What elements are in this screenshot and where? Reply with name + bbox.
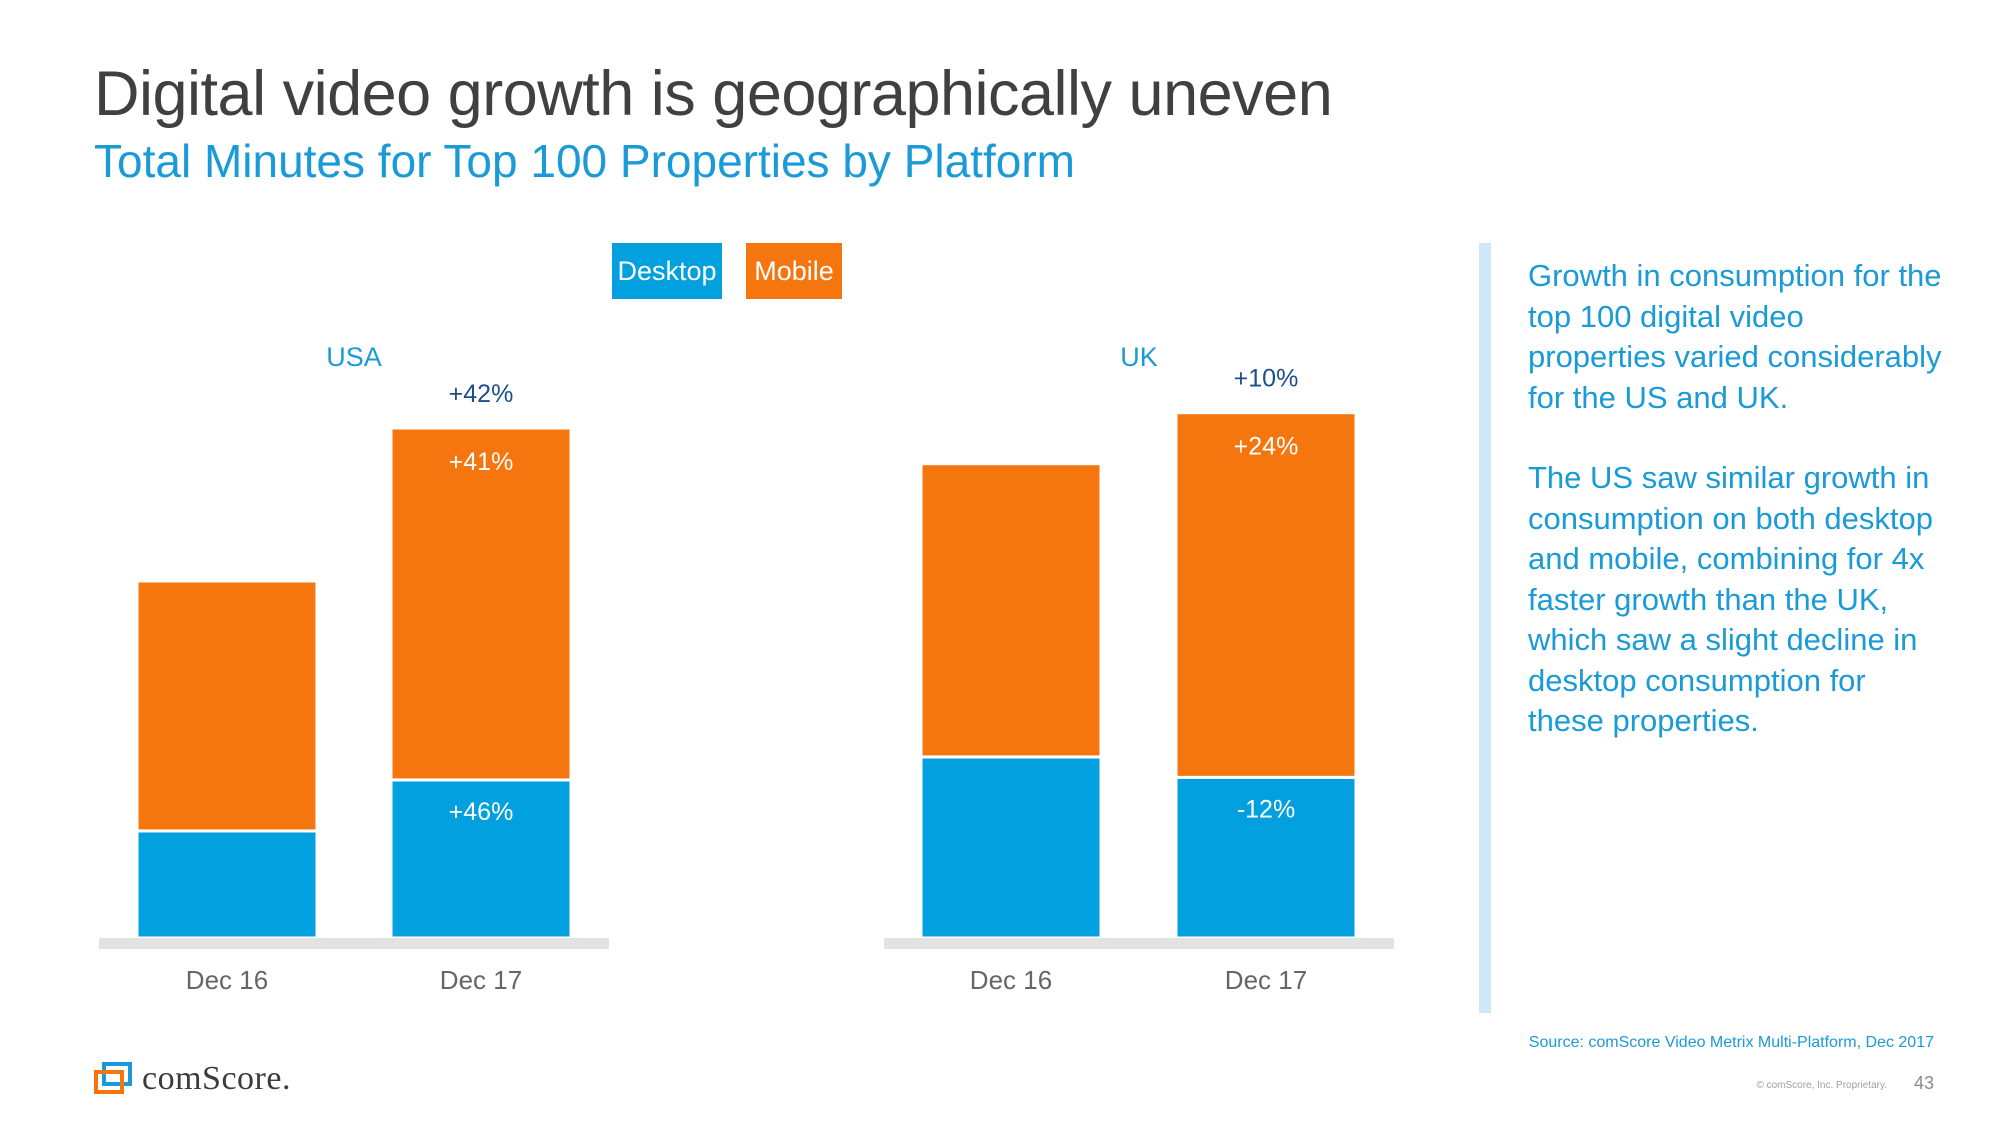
bar-uk-desktop-0 (919, 755, 1103, 940)
baseline-uk (884, 938, 1394, 949)
page-number: 43 (1913, 1073, 1934, 1093)
chart-title-usa: USA (326, 342, 382, 372)
stacked-bar-charts: Dec 16 +46% +41% +42% Dec 17 Dec 16 -12% +24% +1… (99, 365, 1394, 995)
source-note: Source: comScore Video Metrix Multi-Plat… (1528, 1034, 1934, 1051)
vertical-divider (1479, 243, 1491, 1013)
comscore-logo-text: comScore. (142, 1060, 291, 1097)
comscore-logo-icon (94, 1062, 132, 1094)
bar-uk-mobile-1 (1174, 411, 1358, 779)
segment-label-usa-desktop-1: +46% (449, 798, 514, 826)
total-label-usa-1: +42% (449, 380, 514, 408)
legend-desktop: Desktop (612, 243, 722, 299)
chart-title-uk: UK (1120, 342, 1158, 372)
bar-uk-desktop-1 (1174, 775, 1358, 940)
page-title: Digital video growth is geographically u… (94, 59, 1333, 129)
bar-uk-mobile-0 (919, 462, 1103, 759)
commentary: Growth in consumption for the top 100 di… (1528, 256, 1948, 782)
copyright-note: © comScore, Inc. Proprietary. (1756, 1080, 1887, 1091)
segment-label-uk-desktop-1: -12% (1237, 795, 1295, 823)
baseline-usa (99, 938, 609, 949)
commentary-paragraph-2: The US saw similar growth in consumption… (1528, 460, 1933, 738)
legend-mobile-label: Mobile (754, 255, 834, 286)
bar-usa-desktop-0 (135, 829, 319, 940)
legend-desktop-label: Desktop (617, 255, 717, 286)
commentary-paragraph-1: Growth in consumption for the top 100 di… (1528, 258, 1942, 415)
bar-usa-desktop-1 (389, 778, 573, 940)
legend-mobile: Mobile (746, 243, 842, 299)
segment-label-usa-mobile-1: +41% (449, 448, 514, 476)
bar-usa-mobile-1 (389, 426, 573, 782)
x-tick-label-uk-0: Dec 16 (970, 965, 1052, 995)
bar-usa-mobile-0 (135, 579, 319, 833)
x-tick-label-usa-1: Dec 17 (440, 965, 522, 995)
x-tick-label-uk-1: Dec 17 (1225, 965, 1307, 995)
x-tick-label-usa-0: Dec 16 (186, 965, 268, 995)
total-label-uk-1: +10% (1234, 365, 1299, 393)
segment-label-uk-mobile-1: +24% (1234, 433, 1299, 461)
page-subtitle: Total Minutes for Top 100 Properties by … (94, 135, 1075, 187)
comscore-logo: comScore. (94, 1060, 291, 1098)
